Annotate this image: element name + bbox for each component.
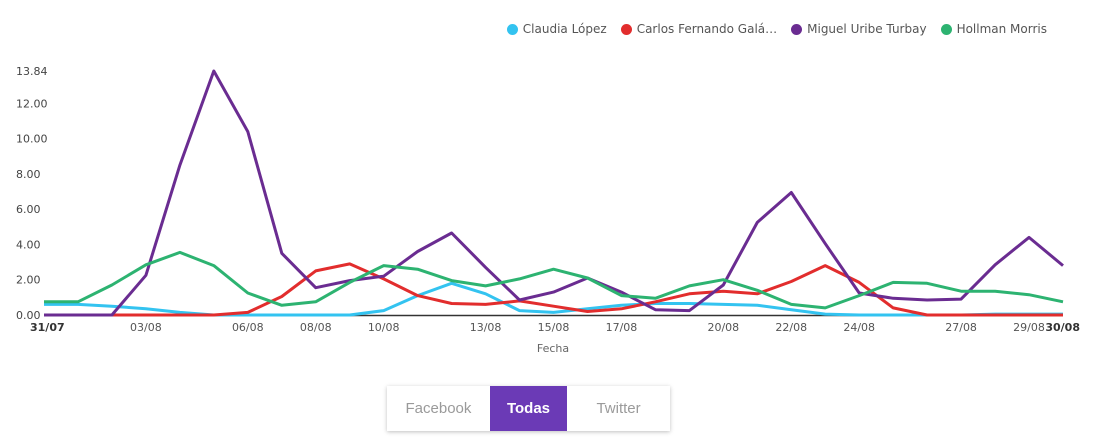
y-tick-label: 2.00 — [16, 274, 41, 287]
series-line-2[interactable] — [44, 69, 1064, 317]
y-tick-label: 12.00 — [16, 97, 48, 110]
source-toggle: Facebook Todas Twitter — [387, 386, 670, 431]
x-tick-label: 31/07 — [30, 321, 65, 334]
legend-dot-claudia-lopez — [506, 23, 518, 35]
series-line-1[interactable] — [44, 262, 1063, 317]
x-tick-label: 30/08 — [1045, 321, 1080, 334]
legend-label-miguel-uribe-turbay: Miguel Uribe Turbay — [807, 22, 927, 36]
legend-item-carlos-fernando-galan[interactable]: Carlos Fernando Galá… — [620, 22, 778, 36]
twitter-tab[interactable]: Twitter — [596, 400, 641, 417]
legend-dot-miguel-uribe-turbay — [791, 23, 803, 35]
line-chart: 0.00 2.00 4.00 6.00 8.00 10.00 12.00 13.84 31/0… — [16, 65, 1080, 355]
x-tick-label: 17/08 — [606, 321, 638, 334]
x-tick-label: 20/08 — [707, 321, 739, 334]
y-tick-label: 8.00 — [16, 168, 41, 181]
x-tick-label: 08/08 — [300, 321, 332, 334]
y-tick-label: 6.00 — [16, 203, 41, 216]
y-tick-label: 13.84 — [16, 65, 48, 78]
x-axis-title: Fecha — [537, 342, 569, 355]
series-line-3[interactable] — [44, 250, 1064, 310]
x-tick-label: 06/08 — [232, 321, 264, 334]
x-tick-label: 29/08 — [1013, 321, 1045, 334]
legend-item-hollman-morris[interactable]: Hollman Morris — [940, 22, 1047, 36]
facebook-tab[interactable]: Facebook — [405, 400, 472, 417]
legend-label-hollman-morris: Hollman Morris — [956, 22, 1047, 36]
legend-label-carlos-fernando-galan: Carlos Fernando Galá… — [636, 22, 778, 36]
y-axis-ticks: 0.00 2.00 4.00 6.00 8.00 10.00 12.00 13.84 — [16, 65, 48, 322]
legend-item-miguel-uribe-turbay[interactable]: Miguel Uribe Turbay — [791, 22, 927, 36]
x-tick-label: 10/08 — [368, 321, 400, 334]
todas-tab[interactable]: Todas — [489, 386, 568, 431]
x-tick-label: 24/08 — [843, 321, 875, 334]
legend-item-claudia-lopez[interactable]: Claudia López — [506, 22, 607, 36]
series-lines — [44, 69, 1064, 317]
y-tick-label: 4.00 — [16, 238, 41, 251]
legend-dot-hollman-morris — [940, 23, 952, 35]
y-tick-label: 0.00 — [16, 309, 41, 322]
chart-legend: Claudia López Carlos Fernando Galá… Migu… — [506, 22, 1047, 36]
x-tick-label: 27/08 — [945, 321, 977, 334]
y-tick-label: 10.00 — [16, 133, 48, 146]
x-tick-label: 15/08 — [538, 321, 570, 334]
legend-label-claudia-lopez: Claudia López — [522, 22, 607, 36]
legend-dot-carlos-fernando-galan — [620, 23, 632, 35]
x-axis-ticks: 31/07 03/08 06/08 08/08 10/08 13/08 15/08 17/08… — [30, 321, 1080, 334]
x-tick-label: 22/08 — [775, 321, 807, 334]
x-tick-label: 13/08 — [470, 321, 502, 334]
x-tick-label: 03/08 — [130, 321, 162, 334]
